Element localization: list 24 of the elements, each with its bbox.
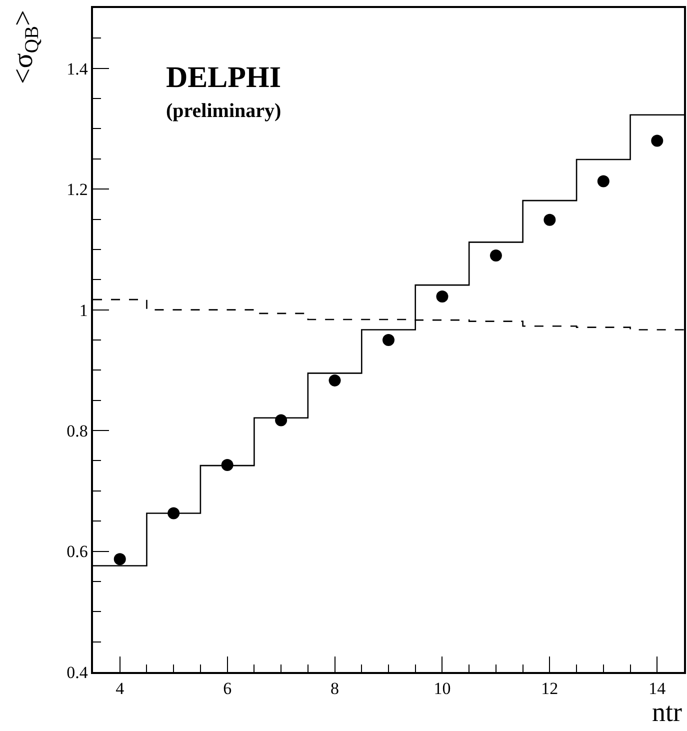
y-tick-label: 0.6 bbox=[66, 542, 88, 562]
y-tick-label: 1.4 bbox=[66, 59, 88, 78]
point bbox=[382, 334, 394, 346]
x-tick-label: 14 bbox=[648, 679, 666, 698]
point bbox=[544, 214, 556, 226]
x-tick-label: 4 bbox=[116, 679, 125, 698]
x-tick-label: 8 bbox=[330, 679, 340, 698]
point bbox=[597, 175, 610, 188]
point bbox=[651, 134, 664, 147]
x-tick-label: 12 bbox=[541, 679, 558, 698]
point bbox=[221, 458, 234, 471]
point bbox=[436, 290, 448, 303]
x-axis-title: ntr bbox=[652, 697, 682, 727]
annotation: (preliminary) bbox=[166, 100, 282, 122]
x-tick-label: 6 bbox=[223, 679, 232, 698]
y-tick-label: 1 bbox=[79, 300, 88, 320]
annotation: DELPHI bbox=[166, 61, 282, 94]
y-tick-label: 0.4 bbox=[66, 662, 88, 682]
point bbox=[114, 553, 126, 566]
point bbox=[328, 374, 341, 386]
x-tick-label: 10 bbox=[434, 679, 451, 698]
y-tick-label: 1.2 bbox=[66, 180, 88, 200]
point bbox=[490, 249, 502, 262]
y-tick-label: 0.8 bbox=[66, 422, 88, 440]
